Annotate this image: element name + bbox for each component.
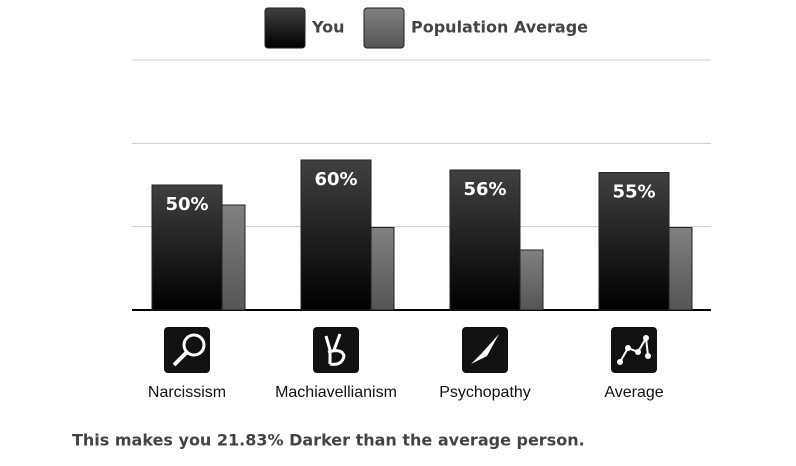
- x-tick-label: Psychopathy: [439, 384, 531, 401]
- value-label: 50%: [165, 194, 208, 215]
- bar: [370, 227, 395, 311]
- bar: [151, 184, 223, 311]
- legend-swatch: [264, 7, 306, 49]
- category-icon: [164, 327, 210, 373]
- bar: [449, 169, 521, 311]
- value-label: 55%: [612, 182, 655, 203]
- x-tick-label: Narcissism: [148, 384, 226, 401]
- legend-swatch: [363, 7, 405, 49]
- legend-label: You: [311, 18, 345, 37]
- category-icon: [313, 327, 359, 373]
- x-tick-label: Machiavellianism: [275, 384, 397, 401]
- bar: [519, 249, 544, 311]
- bar: [668, 227, 693, 311]
- category-icon: [611, 327, 657, 373]
- x-tick-label: Average: [604, 384, 663, 401]
- bar: [300, 159, 372, 311]
- bar: [221, 204, 246, 311]
- value-label: 56%: [463, 179, 506, 200]
- value-label: 60%: [314, 169, 357, 190]
- summary-text: This makes you 21.83% Darker than the av…: [72, 431, 585, 450]
- legend-label: Population Average: [411, 18, 588, 37]
- category-icon: [462, 327, 508, 373]
